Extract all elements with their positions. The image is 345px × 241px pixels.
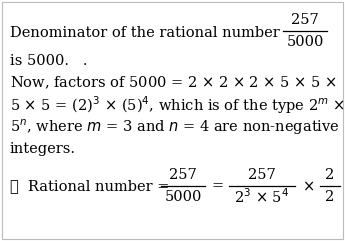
Text: 5$^n$, where $m$ = 3 and $n$ = 4 are non-negative: 5$^n$, where $m$ = 3 and $n$ = 4 are non… xyxy=(10,117,340,137)
Text: 5000: 5000 xyxy=(164,190,202,204)
Text: 257: 257 xyxy=(291,13,319,27)
Text: 2: 2 xyxy=(325,190,335,204)
Text: =: = xyxy=(212,179,224,193)
Text: 2: 2 xyxy=(325,168,335,182)
Text: integers.: integers. xyxy=(10,142,76,156)
Text: is 5000.   .: is 5000. . xyxy=(10,54,88,68)
Text: 257: 257 xyxy=(169,168,197,182)
Text: Denominator of the rational number: Denominator of the rational number xyxy=(10,26,284,40)
Text: ∴  Rational number =: ∴ Rational number = xyxy=(10,179,174,193)
Text: 2$^3$ $\times$ 5$^4$: 2$^3$ $\times$ 5$^4$ xyxy=(234,188,290,206)
Text: $\times$: $\times$ xyxy=(302,179,314,193)
Text: 5000: 5000 xyxy=(286,35,324,49)
Text: 5 $\times$ 5 = (2)$^3$ $\times$ (5)$^4$, which is of the type 2$^m$ $\times$: 5 $\times$ 5 = (2)$^3$ $\times$ (5)$^4$,… xyxy=(10,94,345,116)
Text: Now, factors of 5000 = 2 $\times$ 2 $\times$ 2 $\times$ 5 $\times$ 5 $\times$: Now, factors of 5000 = 2 $\times$ 2 $\ti… xyxy=(10,75,337,91)
Text: 257: 257 xyxy=(248,168,276,182)
